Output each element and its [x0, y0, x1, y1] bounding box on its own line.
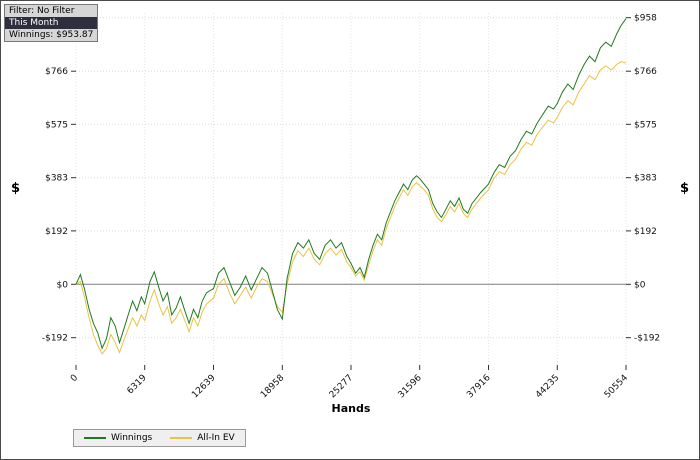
legend-label-winnings: Winnings [111, 433, 153, 443]
y-tick-label-right: $766 [634, 67, 657, 77]
series-line-winnings [75, 18, 627, 350]
x-axis-title: Hands [331, 402, 371, 415]
series-line-all-in-ev [75, 61, 627, 355]
y-tick-label-left: $766 [45, 67, 68, 77]
y-tick-label-right: -$192 [634, 334, 660, 344]
y-tick-label-left: $0 [57, 280, 69, 290]
x-tick-label: 44235 [534, 373, 561, 400]
filter-info-box: Filter: No Filter This Month Winnings: $… [4, 4, 99, 42]
period-line: This Month [5, 17, 98, 29]
y-tick-label-left: $192 [45, 227, 68, 237]
x-tick-label: 0 [69, 373, 80, 384]
x-tick-label: 37916 [465, 373, 493, 401]
y-tick-label-right: $0 [634, 280, 646, 290]
x-tick-label: 6319 [126, 373, 149, 396]
legend: Winnings All-In EV [73, 429, 246, 447]
y-tick-label-left: -$192 [42, 334, 68, 344]
x-tick-label: 12639 [190, 373, 218, 401]
y-tick-label-right: $575 [634, 120, 657, 130]
y-tick-label-left: $383 [45, 174, 68, 184]
y-axis-title-left: $ [11, 181, 21, 196]
filter-line: Filter: No Filter [5, 5, 98, 17]
y-tick-label-right: $383 [634, 174, 657, 184]
y-tick-label-left: $575 [45, 120, 68, 130]
x-tick-label: 18958 [259, 373, 287, 401]
y-axis-title-right: $ [679, 181, 689, 196]
winnings-total-line: Winnings: $953.87 [5, 29, 98, 41]
x-tick-label: 50554 [603, 373, 631, 401]
y-tick-label-right: $958 [634, 14, 657, 24]
allin-ev-line-swatch [170, 437, 193, 439]
winnings-line-swatch [84, 437, 106, 439]
x-tick-label: 25277 [328, 373, 355, 400]
x-tick-label: 31596 [396, 373, 424, 401]
legend-label-allin-ev: All-In EV [197, 433, 235, 443]
y-tick-label-right: $192 [634, 227, 657, 237]
legend-item-winnings: Winnings [84, 433, 152, 443]
legend-item-allin-ev: All-In EV [170, 433, 235, 443]
